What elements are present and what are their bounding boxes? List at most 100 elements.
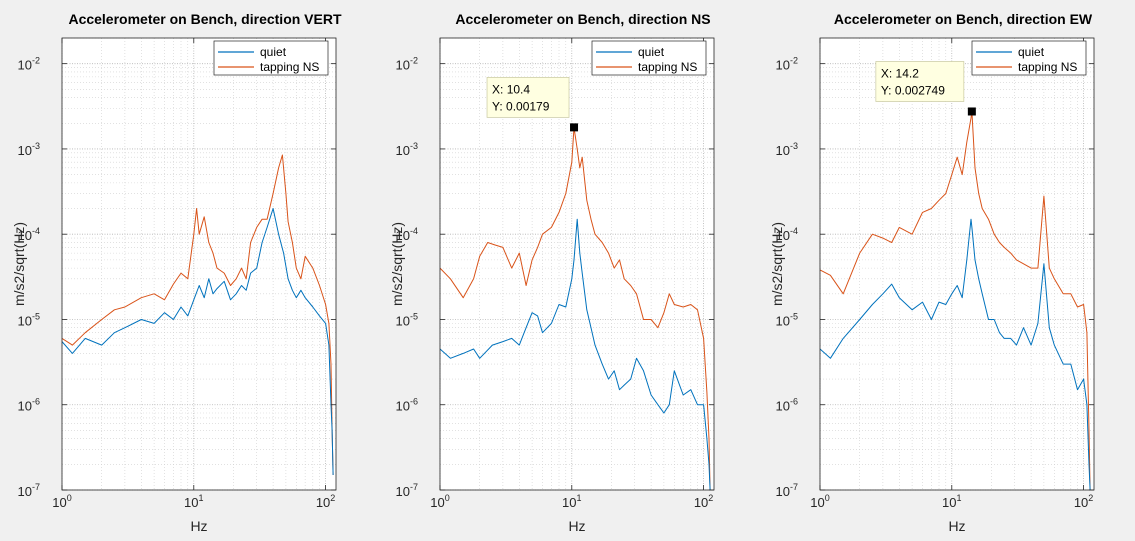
series-line-quiet — [440, 218, 711, 490]
tick-base: 10 — [562, 495, 576, 510]
tick-base: 10 — [694, 495, 708, 510]
tick-base: 10 — [396, 484, 410, 499]
tick-base: 10 — [776, 58, 790, 73]
legend-box — [971, 40, 1087, 76]
tick-base: 10 — [1074, 495, 1088, 510]
x-axis-label: Hz — [948, 518, 965, 534]
y-tick-label: 10-3 — [776, 141, 798, 158]
tick-exponent: -7 — [32, 482, 40, 492]
tick-exponent: -4 — [32, 226, 40, 236]
tick-exponent: -2 — [410, 56, 418, 66]
x-tick-label: 100 — [810, 493, 829, 510]
tick-exponent: 2 — [1088, 493, 1093, 503]
tick-exponent: -3 — [410, 141, 418, 151]
legend-entry: tapping NS — [1018, 60, 1077, 74]
tick-base: 10 — [396, 143, 410, 158]
x-tick-label: 101 — [942, 493, 961, 510]
data-tip-y: Y: 0.002749 — [881, 83, 945, 97]
y-axis-label: m/s2/sqrt(Hz) — [11, 222, 27, 306]
y-axis-label: m/s2/sqrt(Hz) — [389, 222, 405, 306]
data-tip-box — [486, 77, 570, 118]
y-tick-label: 10-5 — [18, 311, 40, 328]
series-line-tapping-ns — [62, 154, 334, 476]
axes-box — [61, 37, 337, 491]
tick-exponent: 0 — [445, 493, 450, 503]
y-tick-label: 10-6 — [18, 397, 40, 414]
y-tick-label: 10-4 — [18, 226, 40, 243]
tick-exponent: 1 — [577, 493, 582, 503]
data-tip-x: X: 10.4 — [492, 82, 530, 96]
tick-exponent: -6 — [32, 397, 40, 407]
subplot-2: 100 101 10210-710-610-510-410-310-2Acceler… — [389, 11, 715, 534]
y-tick-label: 10-4 — [396, 226, 418, 243]
ticks — [439, 38, 714, 491]
data-tip-box — [875, 61, 965, 102]
x-tick-label: 102 — [316, 493, 335, 510]
tick-base: 10 — [396, 58, 410, 73]
series-line-quiet — [62, 208, 334, 476]
y-tick-label: 10-6 — [396, 397, 418, 414]
x-tick-label: 101 — [184, 493, 203, 510]
tick-base: 10 — [396, 313, 410, 328]
y-tick-label: 10-2 — [776, 56, 798, 73]
tick-base: 10 — [396, 399, 410, 414]
tick-exponent: -3 — [790, 141, 798, 151]
legend-entry: quiet — [260, 45, 287, 59]
axes-box — [819, 37, 1095, 491]
y-tick-label: 10-7 — [396, 482, 418, 499]
tick-base: 10 — [776, 313, 790, 328]
tick-exponent: -5 — [410, 311, 418, 321]
x-tick-label: 102 — [694, 493, 713, 510]
x-tick-label: 100 — [430, 493, 449, 510]
ticks — [819, 38, 1094, 491]
tick-base: 10 — [942, 495, 956, 510]
tick-base: 10 — [52, 495, 66, 510]
data-tip: X: 10.4 Y: 0.00179 — [486, 77, 579, 132]
y-tick-label: 10-2 — [18, 56, 40, 73]
data-tip-y: Y: 0.00179 — [492, 99, 550, 113]
tick-base: 10 — [776, 484, 790, 499]
tick-base: 10 — [18, 228, 32, 243]
subplot-3: 100 101 10210-710-610-510-410-310-2Acceler… — [769, 11, 1095, 534]
subplot-1: 100 101 10210-710-610-510-410-310-2Acceler… — [11, 11, 342, 534]
y-tick-label: 10-2 — [396, 56, 418, 73]
tick-exponent: -7 — [410, 482, 418, 492]
y-tick-label: 10-4 — [776, 226, 798, 243]
data-tip-x: X: 14.2 — [881, 66, 919, 80]
tick-exponent: -2 — [32, 56, 40, 66]
tick-base: 10 — [18, 399, 32, 414]
tick-base: 10 — [776, 143, 790, 158]
tick-exponent: -4 — [790, 226, 798, 236]
y-tick-label: 10-7 — [776, 482, 798, 499]
chart-title: Accelerometer on Bench, direction VERT — [68, 11, 342, 27]
tick-base: 10 — [430, 495, 444, 510]
tick-exponent: 2 — [708, 493, 713, 503]
axes-box — [439, 37, 715, 491]
tick-exponent: 2 — [330, 493, 335, 503]
tick-base: 10 — [810, 495, 824, 510]
tick-exponent: -5 — [790, 311, 798, 321]
x-tick-label: 101 — [562, 493, 581, 510]
tick-exponent: -3 — [32, 141, 40, 151]
tick-base: 10 — [18, 484, 32, 499]
y-tick-label: 10-5 — [776, 311, 798, 328]
legend-entry: tapping NS — [638, 60, 697, 74]
tick-exponent: 1 — [957, 493, 962, 503]
legend-entry: quiet — [1018, 45, 1045, 59]
data-tip-marker — [570, 123, 579, 132]
tick-base: 10 — [184, 495, 198, 510]
series-line-quiet — [820, 218, 1091, 490]
x-tick-label: 100 — [52, 493, 71, 510]
legend-box — [591, 40, 707, 76]
tick-exponent: -7 — [790, 482, 798, 492]
x-axis-label: Hz — [568, 518, 585, 534]
series-line-tapping-ns — [440, 126, 711, 490]
y-tick-label: 10-5 — [396, 311, 418, 328]
y-tick-label: 10-3 — [18, 141, 40, 158]
data-tip: X: 14.2 Y: 0.002749 — [875, 61, 976, 116]
y-tick-label: 10-7 — [18, 482, 40, 499]
